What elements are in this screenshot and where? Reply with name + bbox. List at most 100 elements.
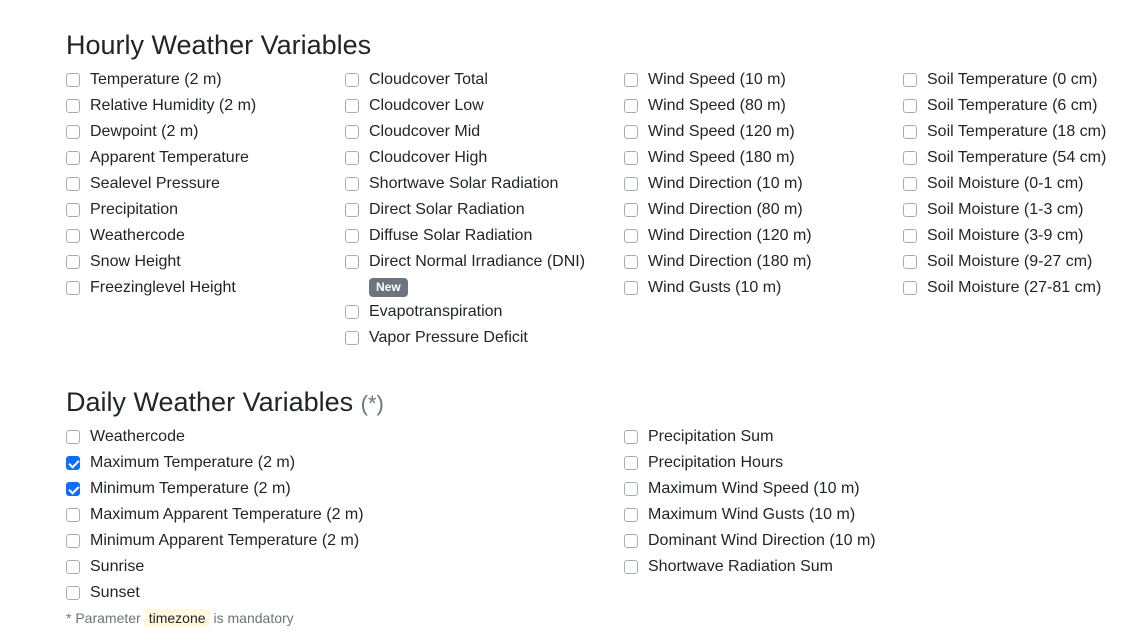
hourly-3-option-2[interactable]: Wind Speed (120 m) [624, 119, 812, 145]
daily-2-option-3[interactable]: Maximum Wind Gusts (10 m) [624, 502, 876, 528]
hourly-3-option-5[interactable]: Wind Direction (80 m) [624, 197, 812, 223]
hourly-2-option-7[interactable]: Direct Normal Irradiance (DNI) [345, 249, 585, 275]
hourly-4-option-6[interactable]: Soil Moisture (3-9 cm) [903, 223, 1106, 249]
checkbox[interactable] [66, 151, 80, 165]
checkbox[interactable] [66, 229, 80, 243]
checkbox[interactable] [66, 586, 80, 600]
checkbox[interactable] [345, 203, 359, 217]
checkbox[interactable] [66, 177, 80, 191]
hourly-4-option-5[interactable]: Soil Moisture (1-3 cm) [903, 197, 1106, 223]
hourly-1-option-3[interactable]: Apparent Temperature [66, 145, 256, 171]
daily-1-option-5[interactable]: Sunrise [66, 554, 364, 580]
checkbox[interactable] [624, 508, 638, 522]
checkbox[interactable] [66, 534, 80, 548]
daily-2-option-0[interactable]: Precipitation Sum [624, 424, 876, 450]
hourly-1-option-4[interactable]: Sealevel Pressure [66, 171, 256, 197]
hourly-2-option-6[interactable]: Diffuse Solar Radiation [345, 223, 585, 249]
checkbox[interactable] [903, 151, 917, 165]
hourly-2-option-9[interactable]: Vapor Pressure Deficit [345, 325, 585, 351]
checkbox[interactable] [624, 99, 638, 113]
hourly-2-option-1[interactable]: Cloudcover Low [345, 93, 585, 119]
hourly-4-option-7[interactable]: Soil Moisture (9-27 cm) [903, 249, 1106, 275]
checkbox[interactable] [345, 331, 359, 345]
hourly-2-option-8[interactable]: Evapotranspiration [345, 299, 585, 325]
hourly-3-option-7[interactable]: Wind Direction (180 m) [624, 249, 812, 275]
checkbox[interactable] [345, 99, 359, 113]
checkbox[interactable] [903, 255, 917, 269]
checkbox[interactable] [66, 125, 80, 139]
hourly-2-option-4[interactable]: Shortwave Solar Radiation [345, 171, 585, 197]
hourly-4-option-0[interactable]: Soil Temperature (0 cm) [903, 67, 1106, 93]
daily-1-option-1[interactable]: Maximum Temperature (2 m) [66, 450, 364, 476]
checkbox[interactable] [624, 151, 638, 165]
checkbox[interactable] [624, 73, 638, 87]
checkbox[interactable] [624, 482, 638, 496]
hourly-1-option-5[interactable]: Precipitation [66, 197, 256, 223]
hourly-3-option-4[interactable]: Wind Direction (10 m) [624, 171, 812, 197]
checkbox[interactable] [903, 229, 917, 243]
checkbox[interactable] [66, 73, 80, 87]
checkbox[interactable] [624, 456, 638, 470]
checkbox[interactable] [66, 255, 80, 269]
daily-1-option-2[interactable]: Minimum Temperature (2 m) [66, 476, 364, 502]
daily-1-option-0[interactable]: Weathercode [66, 424, 364, 450]
daily-2-option-2[interactable]: Maximum Wind Speed (10 m) [624, 476, 876, 502]
checkbox[interactable] [345, 255, 359, 269]
checkbox[interactable] [903, 203, 917, 217]
checkbox[interactable] [345, 305, 359, 319]
hourly-2-option-0[interactable]: Cloudcover Total [345, 67, 585, 93]
checkbox[interactable] [624, 177, 638, 191]
checkbox[interactable] [624, 255, 638, 269]
hourly-3-option-0[interactable]: Wind Speed (10 m) [624, 67, 812, 93]
hourly-1-option-1[interactable]: Relative Humidity (2 m) [66, 93, 256, 119]
checkbox[interactable] [66, 560, 80, 574]
checkbox[interactable] [66, 99, 80, 113]
hourly-4-option-1[interactable]: Soil Temperature (6 cm) [903, 93, 1106, 119]
hourly-1-option-8[interactable]: Freezinglevel Height [66, 275, 256, 301]
checkbox[interactable] [66, 281, 80, 295]
hourly-3-option-8[interactable]: Wind Gusts (10 m) [624, 275, 812, 301]
checkbox[interactable] [903, 73, 917, 87]
checkbox[interactable] [624, 125, 638, 139]
hourly-4-option-8[interactable]: Soil Moisture (27-81 cm) [903, 275, 1106, 301]
checkbox[interactable] [903, 99, 917, 113]
checkbox[interactable] [66, 508, 80, 522]
checkbox[interactable] [624, 430, 638, 444]
hourly-4-option-2[interactable]: Soil Temperature (18 cm) [903, 119, 1106, 145]
hourly-1-option-0[interactable]: Temperature (2 m) [66, 67, 256, 93]
checkbox[interactable] [624, 203, 638, 217]
hourly-1-option-7[interactable]: Snow Height [66, 249, 256, 275]
hourly-3-option-6[interactable]: Wind Direction (120 m) [624, 223, 812, 249]
checkbox[interactable] [66, 203, 80, 217]
checkbox[interactable] [345, 177, 359, 191]
checkbox[interactable] [624, 229, 638, 243]
hourly-1-option-2[interactable]: Dewpoint (2 m) [66, 119, 256, 145]
hourly-1-option-6[interactable]: Weathercode [66, 223, 256, 249]
checkbox[interactable] [903, 281, 917, 295]
checkbox-checked[interactable] [66, 456, 80, 470]
daily-1-option-6[interactable]: Sunset [66, 580, 364, 606]
daily-2-option-5[interactable]: Shortwave Radiation Sum [624, 554, 876, 580]
checkbox[interactable] [345, 125, 359, 139]
checkbox[interactable] [66, 430, 80, 444]
daily-2-option-4[interactable]: Dominant Wind Direction (10 m) [624, 528, 876, 554]
daily-2-option-1[interactable]: Precipitation Hours [624, 450, 876, 476]
hourly-4-option-4[interactable]: Soil Moisture (0-1 cm) [903, 171, 1106, 197]
checkbox[interactable] [345, 73, 359, 87]
checkbox[interactable] [345, 229, 359, 243]
checkbox[interactable] [903, 177, 917, 191]
hourly-3-option-1[interactable]: Wind Speed (80 m) [624, 93, 812, 119]
checkbox[interactable] [624, 534, 638, 548]
hourly-2-option-2[interactable]: Cloudcover Mid [345, 119, 585, 145]
checkbox-checked[interactable] [66, 482, 80, 496]
hourly-4-option-3[interactable]: Soil Temperature (54 cm) [903, 145, 1106, 171]
hourly-2-option-3[interactable]: Cloudcover High [345, 145, 585, 171]
hourly-3-option-3[interactable]: Wind Speed (180 m) [624, 145, 812, 171]
checkbox[interactable] [345, 151, 359, 165]
checkbox[interactable] [624, 281, 638, 295]
checkbox[interactable] [624, 560, 638, 574]
hourly-2-option-5[interactable]: Direct Solar Radiation [345, 197, 585, 223]
daily-1-option-4[interactable]: Minimum Apparent Temperature (2 m) [66, 528, 364, 554]
checkbox[interactable] [903, 125, 917, 139]
daily-1-option-3[interactable]: Maximum Apparent Temperature (2 m) [66, 502, 364, 528]
